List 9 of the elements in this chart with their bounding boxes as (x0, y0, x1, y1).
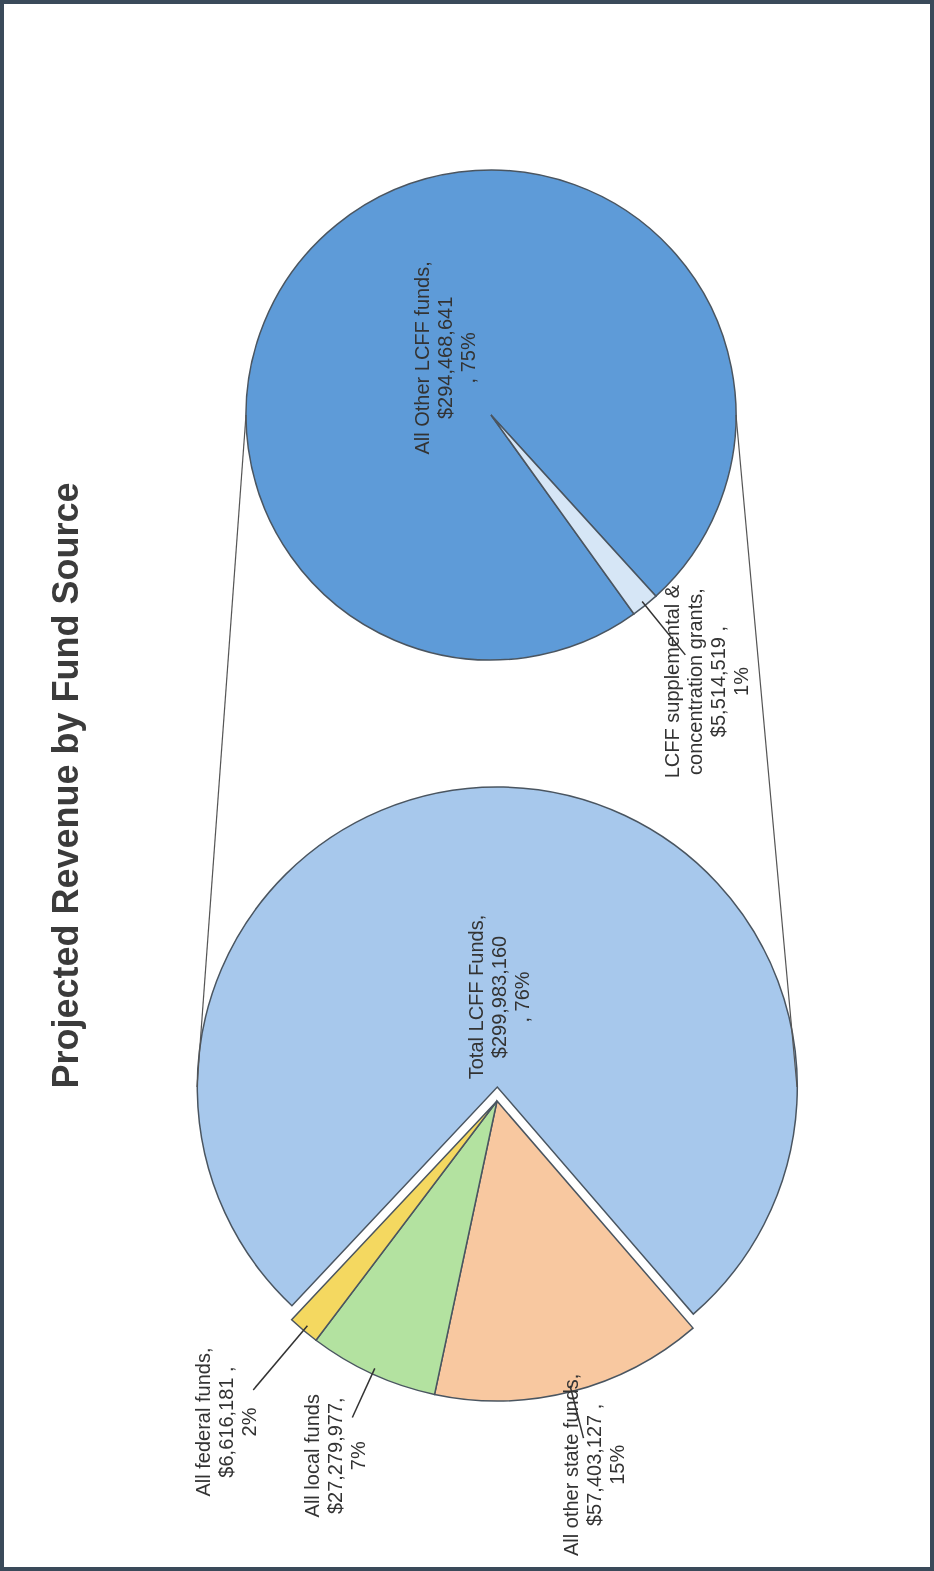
slice-label: All Other LCFF funds, $294,468,641 , 75% (410, 261, 479, 455)
slice-label: All other state funds, $57,403,127 , 15% (559, 1373, 628, 1556)
slice-label: LCFF supplemental & concentration grants, $5,514,519 , 1% (661, 584, 753, 779)
slice-label: All federal funds, $6,616,181 , 2% (192, 1347, 261, 1497)
data-label: $27,279,977, 7% (323, 1397, 369, 1515)
slice-label: Total LCFF Funds, $299,983,160 , 76% (465, 914, 534, 1080)
slice-label: All local funds (300, 1394, 323, 1518)
pie-slice (490, 414, 657, 615)
chart-title: Projected Revenue by Fund Source (45, 482, 86, 1089)
